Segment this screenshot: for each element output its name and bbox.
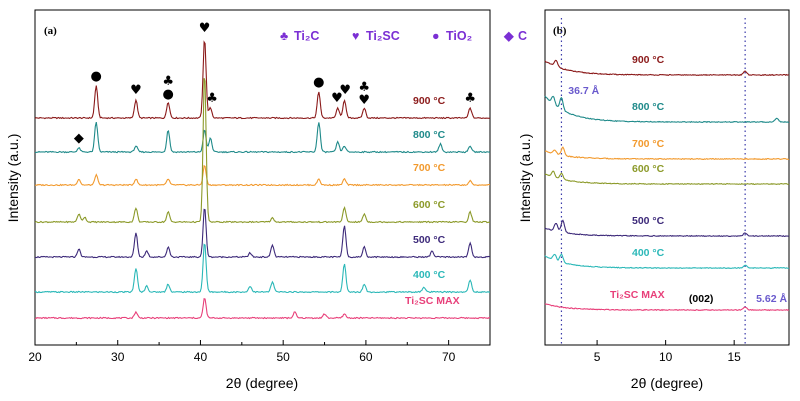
legend-label: TiO₂ (446, 29, 472, 43)
legend-symbol: ♥ (352, 29, 359, 43)
peak-marker: ● (313, 75, 324, 90)
trace-500-c (34, 208, 491, 259)
trace-label-500-c: 500 °C (632, 215, 665, 227)
x-tick-label: 30 (111, 350, 125, 364)
panel-b-trace-labels: 900 °C 800 °C 700 °C 600 °C 500 °C 400 °C Ti₂S… (610, 54, 665, 301)
x-tick-label: 70 (442, 350, 456, 364)
trace-600-c (544, 170, 790, 186)
panel-b-label: (b) (553, 25, 567, 37)
trace-900-c (34, 40, 491, 120)
peak-marker: ♣ (162, 74, 174, 89)
trace-label-600-c: 600 °C (632, 163, 665, 175)
trace-label-700-c: 700 °C (413, 162, 446, 174)
x-tick-label: 5 (594, 350, 601, 364)
trace-400-c (544, 253, 790, 270)
panel-a-x-ticks: 20 30 40 50 60 70 (28, 340, 456, 364)
peak-marker: ♣ (464, 91, 476, 106)
peak-marker: ♥ (130, 83, 142, 98)
trace-label-700-c: 700 °C (632, 138, 665, 150)
trace-400-c (34, 243, 490, 294)
panel-a-frame (34, 9, 491, 346)
panel-b: (b) 5 10 15 900 °C 800 °C 700 °C 600 °C 500 °C… (517, 9, 790, 391)
panel-a-label: (a) (44, 25, 57, 37)
panel-b-traces (544, 59, 790, 312)
peak-marker: ♥ (331, 91, 343, 106)
panel-a-peak-markers: ●♥♣●♥♣●♥♥ ♣♥ ♣◆ (74, 21, 476, 146)
peak-marker: ♣ (358, 80, 370, 95)
trace-600-c (34, 78, 491, 224)
trace-label-400-c: 400 °C (632, 247, 665, 259)
trace-ti-sc-max (35, 297, 490, 320)
trace-ti-sc-max (544, 303, 790, 312)
trace-700-c (545, 146, 790, 161)
trace-label-800-c: 800 °C (632, 101, 665, 113)
panel-b-x-ticks: 5 10 15 (594, 340, 741, 364)
legend-symbol: ◆ (503, 29, 515, 43)
legend-label: Ti₂SC (366, 29, 400, 43)
trace-900-c (544, 59, 790, 77)
trace-800-c (544, 95, 790, 124)
peak-marker: ♥ (199, 21, 211, 36)
panel-b-reference-lines (560, 18, 746, 345)
trace-label-800-c: 800 °C (413, 129, 446, 141)
trace-label-400-c: 400 °C (413, 269, 446, 281)
trace-800-c (34, 121, 491, 154)
panel-b-annotations: 36.7 Å (002) 5.62 Å (568, 84, 787, 305)
trace-label-ti-sc-max: Ti₂SC MAX (610, 289, 665, 301)
trace-500-c (544, 219, 790, 238)
panel-b-y-axis-title: Intensity (a.u.) (517, 134, 533, 223)
legend-label: Ti₂C (294, 29, 319, 43)
trace-label-900-c: 900 °C (632, 54, 665, 66)
panel-a-trace-labels: 900 °C 800 °C 700 °C 600 °C 500 °C 400 °C Ti₂S… (405, 95, 460, 307)
x-tick-label: 60 (359, 350, 373, 364)
peak-marker: ◆ (74, 131, 84, 146)
panel-a-y-axis-title: Intensity (a.u.) (5, 134, 21, 223)
trace-label-500-c: 500 °C (413, 234, 446, 246)
peak-marker: ♣ (206, 91, 218, 106)
legend-label: C (518, 29, 527, 43)
annotation: 36.7 Å (568, 84, 599, 97)
x-tick-label: 15 (727, 350, 741, 364)
x-tick-label: 20 (28, 350, 42, 364)
trace-label-600-c: 600 °C (413, 199, 446, 211)
annotation: (002) (689, 293, 714, 305)
x-tick-label: 10 (659, 350, 673, 364)
panel-a-x-axis-title: 2θ (degree) (226, 375, 298, 391)
trace-label-ti-sc-max: Ti₂SC MAX (405, 295, 460, 307)
panel-a-traces (34, 40, 491, 320)
panel-a-legend: ♣ Ti₂C ♥ Ti₂SC ● TiO₂ ◆ C (280, 29, 527, 43)
x-tick-label: 40 (194, 350, 208, 364)
panel-b-x-axis-title: 2θ (degree) (631, 375, 703, 391)
peak-marker: ● (163, 87, 174, 102)
panel-a: (a) ♣ Ti₂C ♥ Ti₂SC ● TiO₂ ◆ C 20 30 40 50 60 70 900 … (5, 9, 527, 391)
trace-label-900-c: 900 °C (413, 95, 446, 107)
peak-marker: ♥ (339, 83, 351, 98)
legend-symbol: ♣ (280, 29, 288, 43)
peak-marker: ♥ (358, 93, 370, 108)
trace-700-c (34, 164, 491, 187)
panel-b-frame (544, 9, 790, 346)
legend-symbol: ● (432, 29, 440, 43)
x-tick-label: 50 (277, 350, 291, 364)
peak-marker: ● (91, 69, 102, 84)
annotation: 5.62 Å (756, 292, 787, 305)
